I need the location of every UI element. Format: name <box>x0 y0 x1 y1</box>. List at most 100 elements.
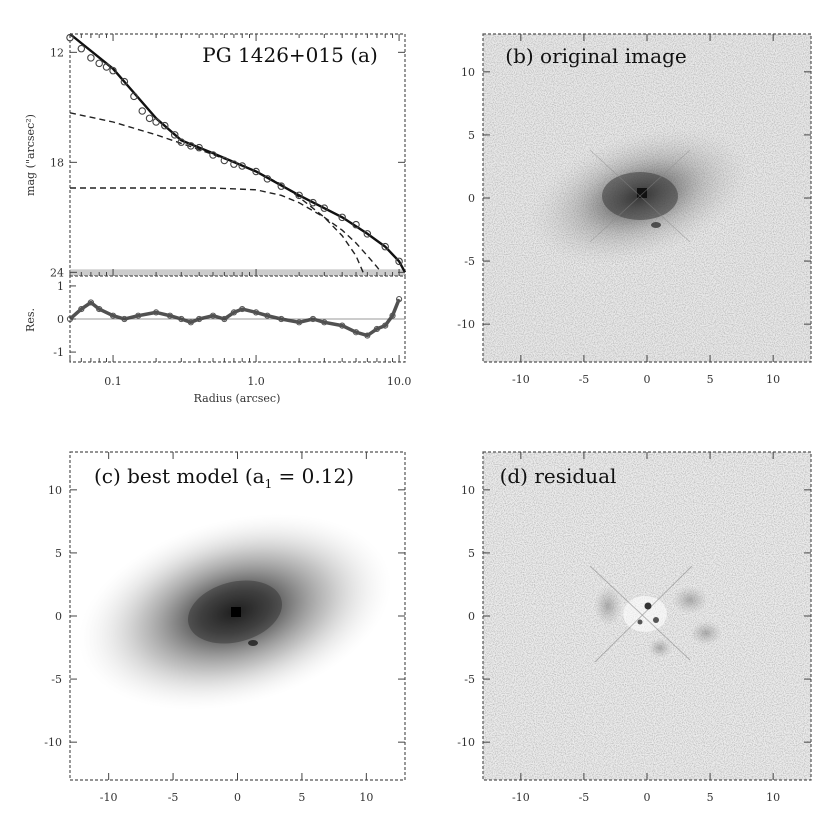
panel-a-residual-point <box>153 309 160 316</box>
panel-a-data-point <box>338 213 346 222</box>
panel-a-data-point <box>195 143 203 152</box>
panel-d-ytick-label: -5 <box>464 673 475 686</box>
panel-a-res-ytick-label: -1 <box>53 346 64 359</box>
panel-a-ticks: 0.1 1.0 10.0 12 18 24 -1 0 1 <box>50 34 411 388</box>
panel-a-residual-point <box>252 309 260 316</box>
panel-d-ytick-label: 10 <box>461 484 475 497</box>
panel-b-title: (b) original image <box>505 44 686 68</box>
panel-d-ticks: -10 -5 0 5 10 -10 -5 0 5 10 <box>457 452 811 804</box>
panel-a-residual-curve <box>68 298 401 338</box>
panel-a-component-curve-2 <box>70 187 382 273</box>
panel-c-ticks: -10 -5 0 5 10 -10 -5 0 5 10 <box>44 452 405 804</box>
panel-a-residual-point <box>230 309 238 316</box>
panel-a-residual-point <box>296 319 303 326</box>
panel-a-xtick-label: 1.0 <box>247 375 265 388</box>
panel-a-ylabel-top: mag ("arcsec²) <box>24 114 37 196</box>
panel-a-residual-point <box>389 312 396 319</box>
panel-a-data-point <box>161 121 169 130</box>
panel-a-residual-point <box>395 296 403 303</box>
panel-d-residual-core <box>644 602 652 610</box>
panel-d-ytick-label: 5 <box>468 547 475 560</box>
panel-a-top-frame <box>69 33 406 277</box>
panel-a-data-point <box>102 63 111 71</box>
panel-c-ytick-label: 5 <box>55 547 62 560</box>
panel-a-ytick-label: 12 <box>50 46 64 59</box>
panel-c-xtick-label: 10 <box>359 791 373 804</box>
panel-a-xtick-label: 10.0 <box>387 375 412 388</box>
panel-b-xtick-label: -5 <box>579 373 590 386</box>
panel-a-data-point <box>381 242 389 251</box>
panel-a-residual-point <box>135 312 142 319</box>
panel-b-companion <box>651 222 661 228</box>
panel-d-ytick-label: -10 <box>457 736 475 749</box>
panel-b-ytick-label: 0 <box>468 192 475 205</box>
panel-a-residual-point <box>339 322 346 329</box>
panel-a-ylabel-bottom: Res. <box>24 308 37 332</box>
panel-a-residual-point <box>178 315 185 323</box>
panel-a-data-point <box>252 167 260 176</box>
panel-a-data-point <box>170 131 179 139</box>
panel-b-xtick-label: 10 <box>766 373 780 386</box>
panel-a-residual-point <box>109 312 117 319</box>
panel-d-ytick-label: 0 <box>468 610 475 623</box>
panel-a-res-ytick-label: 0 <box>57 313 64 326</box>
panel-a-data-point <box>77 44 86 53</box>
panel-a-residual-point <box>87 299 94 306</box>
panel-a-residual-point <box>187 319 194 326</box>
panel-a-data-point <box>220 156 229 165</box>
panel-a-data-point <box>209 151 217 159</box>
panel-b-xtick-label: -10 <box>512 373 530 386</box>
panel-a-data-point <box>352 220 360 229</box>
panel-b-xtick-label: 0 <box>644 373 651 386</box>
panel-d-xtick-label: 0 <box>644 791 651 804</box>
panel-a-data-point <box>363 230 372 238</box>
panel-d-xtick-label: 5 <box>707 791 714 804</box>
panel-b-nucleus <box>637 188 647 198</box>
panel-a-xlabel: Radius (arcsec) <box>194 392 281 405</box>
panel-b-image <box>483 34 811 362</box>
panel-a-residual-point <box>221 315 228 323</box>
panel-a-residual-plot <box>66 296 405 339</box>
panel-a-residual-point <box>364 332 371 339</box>
panel-a-residual-point <box>166 312 174 319</box>
panel-c-nucleus <box>231 607 241 617</box>
panel-d: -10 -5 0 5 10 -10 -5 0 5 10 (d) residual <box>457 451 812 804</box>
panel-a-data-point <box>295 191 303 200</box>
panel-a-residual-point <box>382 322 389 329</box>
panel-a-data-point <box>238 162 246 170</box>
panel-a-ytick-label: 18 <box>50 156 64 169</box>
panel-a-data-point <box>395 257 403 266</box>
panel-c-ytick-label: -10 <box>44 736 62 749</box>
panel-b-ytick-label: -10 <box>457 318 475 331</box>
panel-b-ytick-label: 10 <box>461 66 475 79</box>
panel-a-data-point <box>138 107 146 115</box>
panel-a-component-curve-1 <box>69 112 364 273</box>
panel-a-residual-point <box>352 329 360 336</box>
panel-b-ticks: -10 -5 0 5 10 -10 -5 0 5 10 <box>457 34 811 386</box>
panel-a-residual-point <box>96 305 103 313</box>
panel-a-residual-point <box>121 315 128 323</box>
panel-a-data-point <box>109 66 117 75</box>
panel-c-xtick-label: 5 <box>298 791 305 804</box>
panel-a-data-point <box>263 175 272 183</box>
panel-a-data-point <box>130 92 138 101</box>
panel-a-data-point <box>309 198 317 207</box>
panel-a-xtick-label: 0.1 <box>104 375 122 388</box>
panel-a-data-point <box>145 114 154 123</box>
panel-c-xtick-label: -10 <box>100 791 118 804</box>
panel-a-residual-point <box>278 315 285 323</box>
panel-b-xtick-label: 5 <box>707 373 714 386</box>
panel-d-xtick-label: 10 <box>766 791 780 804</box>
panel-c: -10 -5 0 5 10 -10 -5 0 5 10 (c) best model (a1 = … <box>44 451 406 804</box>
panel-c-ytick-label: -5 <box>51 673 62 686</box>
panel-b-ytick-label: -5 <box>464 255 475 268</box>
panel-a-residual-point <box>264 312 271 319</box>
panel-d-title: (d) residual <box>500 464 617 488</box>
panel-d-image <box>483 452 811 780</box>
panel-a-data-point <box>230 160 238 168</box>
panel-c-xtick-label: -5 <box>168 791 179 804</box>
panel-a-data-point <box>187 142 195 150</box>
panel-a-residual-point <box>373 325 381 333</box>
panel-a-data-point <box>120 77 129 86</box>
panel-c-xtick-label: 0 <box>234 791 241 804</box>
